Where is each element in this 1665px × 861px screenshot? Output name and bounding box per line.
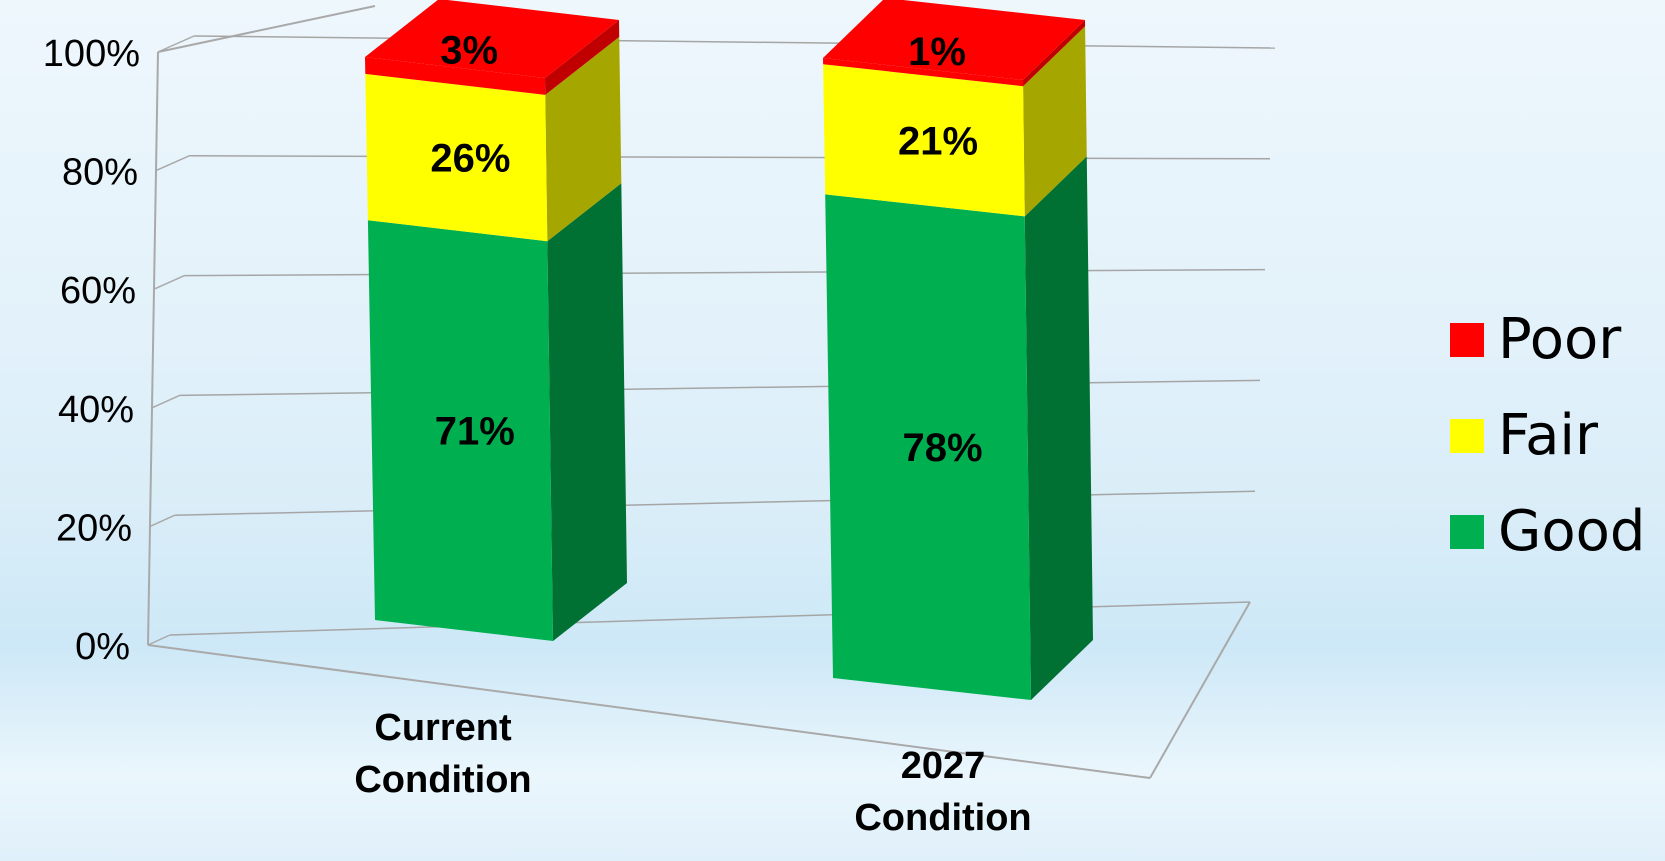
floor-right-edge xyxy=(1149,601,1251,779)
y-tick-label: 100% xyxy=(43,33,140,75)
gridlines xyxy=(147,35,1276,646)
bar-segment-poor-1 xyxy=(365,57,546,95)
bar-top-1 xyxy=(365,0,619,78)
y-tick-label: 60% xyxy=(60,270,136,312)
legend-swatch-poor xyxy=(1450,323,1484,357)
data-label-good-1: 71% xyxy=(435,410,515,454)
gridline xyxy=(193,35,1276,49)
bar-segment-poor-2 xyxy=(823,58,1024,87)
gridline xyxy=(174,490,1256,516)
x-tick-label: 2027 Condition xyxy=(854,745,1031,839)
x-axis-ticks: Current Condition 2027 Condition xyxy=(354,707,1031,839)
legend: Poor Fair Good xyxy=(1450,292,1660,580)
legend-swatch-fair xyxy=(1450,419,1484,453)
data-label-poor-2: 1% xyxy=(908,30,966,74)
y-tick-label: 80% xyxy=(62,152,138,194)
legend-swatch-good xyxy=(1450,515,1484,549)
bar-segment-good-2-side xyxy=(1024,156,1093,700)
y-tick-label: 20% xyxy=(56,507,132,549)
floor-front-edge xyxy=(147,644,1151,779)
bars xyxy=(365,0,1093,700)
legend-item-poor: Poor xyxy=(1450,292,1660,388)
gridline-depth xyxy=(157,35,195,53)
data-label-fair-1: 26% xyxy=(430,137,510,181)
gridline-depth xyxy=(147,634,171,646)
bar-segment-good-2 xyxy=(825,194,1031,700)
y-axis-ticks: 0% 20% 40% 60% 80% 100% xyxy=(43,33,140,668)
data-label-poor-1: 3% xyxy=(440,29,498,73)
legend-item-good: Good xyxy=(1450,484,1660,580)
legend-item-fair: Fair xyxy=(1450,388,1660,484)
left-wall-edge xyxy=(147,51,159,646)
bar-segment-fair-1 xyxy=(365,73,548,242)
legend-label-good: Good xyxy=(1498,499,1646,564)
gridline-depth xyxy=(153,274,185,290)
bar-top-2 xyxy=(823,0,1085,80)
data-label-good-2: 78% xyxy=(902,426,982,470)
bar-segment-good-1-side xyxy=(547,183,627,641)
bar-segment-fair-2-side xyxy=(1023,26,1087,217)
gridline-depth xyxy=(155,155,190,172)
x-tick-label: Current Condition xyxy=(354,707,531,801)
bar-segment-fair-1-side xyxy=(545,36,622,242)
bar-segment-fair-2 xyxy=(823,64,1025,217)
bar-segment-poor-1-side xyxy=(545,20,620,95)
left-wall-top-edge xyxy=(157,5,376,53)
bar-segment-poor-2-side xyxy=(1023,20,1086,87)
data-label-fair-2: 21% xyxy=(898,119,978,163)
y-tick-label: 40% xyxy=(58,389,134,431)
gridline xyxy=(189,155,1271,160)
gridline xyxy=(179,379,1261,397)
legend-label-poor: Poor xyxy=(1498,307,1622,372)
gridline-depth xyxy=(151,394,180,409)
legend-label-fair: Fair xyxy=(1498,403,1598,468)
data-labels: 71% 26% 3% 78% 21% 1% xyxy=(430,29,982,471)
gridline-depth xyxy=(149,514,176,528)
bar-segment-good-1 xyxy=(367,220,553,641)
chart-walls xyxy=(147,5,1251,779)
y-tick-label: 0% xyxy=(75,626,130,668)
gridline xyxy=(184,268,1266,277)
